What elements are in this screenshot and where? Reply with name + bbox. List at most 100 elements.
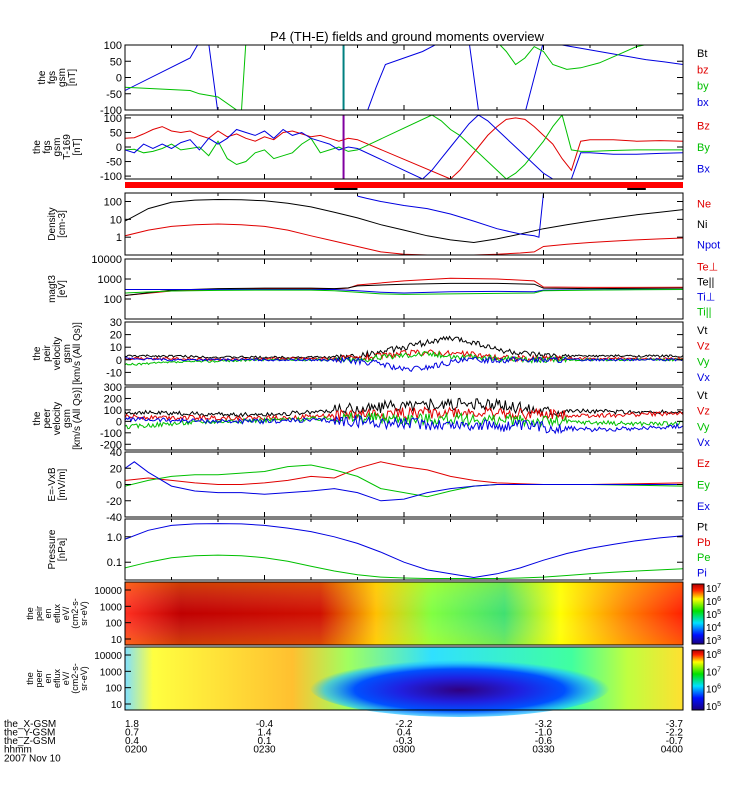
legend-Pb: Pb <box>697 537 710 549</box>
series-Vx <box>125 414 683 435</box>
y-tick-label: -40 <box>106 512 122 524</box>
y-tick-label: 50 <box>110 56 122 68</box>
y-tick-label: 1000 <box>100 602 123 613</box>
series-group <box>125 193 683 255</box>
ephemeris-label: the_Z-GSM <box>4 736 56 747</box>
y-axis-label: [km/s (All Qs)] <box>72 387 83 450</box>
series-group <box>125 335 683 372</box>
series-bx <box>125 45 683 110</box>
y-axis-label: sr-eV) <box>79 666 89 691</box>
y-tick-label: 0 <box>116 416 122 428</box>
colorbar <box>691 649 705 711</box>
spectrogram-2: 10000 1000 100 10 the peer en eflux eV/(cm2-s-sr… <box>25 646 721 717</box>
y-tick-label: -20 <box>106 496 122 508</box>
y-axis-label: [nT] <box>72 138 83 155</box>
panel-7: 40 20 0 -20 -40 E=-VxB [mV/m] Ez Ey Ex <box>47 447 710 524</box>
y-tick-label: 10000 <box>91 254 122 266</box>
date-label: 2007 Nov 10 <box>4 754 61 765</box>
y-tick-label: 300 <box>104 382 122 394</box>
spectrogram-frame <box>124 581 684 646</box>
colorbar-tick-label: 107 <box>706 583 721 595</box>
ephemeris-value: 1.4 <box>258 728 272 739</box>
panel-8: 1.0 0.1 Pressure [nPa] Pt Pb Pe Pi <box>47 518 710 581</box>
series-group <box>125 397 683 435</box>
legend-Pt: Pt <box>697 522 707 534</box>
ephemeris-value: 1.8 <box>125 719 139 730</box>
y-tick-label: 10 <box>111 700 123 711</box>
y-axis-label: the <box>25 672 35 685</box>
ephemeris-value: -0.6 <box>535 736 553 747</box>
y-axis-label: sr-eV) <box>79 601 89 626</box>
y-tick-label: 100 <box>104 197 122 209</box>
legend-Ex: Ex <box>697 501 710 513</box>
spectrogram-core <box>309 657 610 717</box>
legend-Te||: Te|| <box>697 277 714 289</box>
series-group <box>125 45 683 110</box>
y-tick-label: 10000 <box>94 651 122 662</box>
ephemeris-label: the_Y-GSM <box>4 728 55 739</box>
legend-Pe: Pe <box>697 552 710 564</box>
panel-frame <box>124 44 684 111</box>
y-tick-label: 30 <box>110 317 122 329</box>
x-tick-label: 0330 <box>532 745 555 756</box>
status-bar-fill <box>125 182 683 188</box>
legend-Ey: Ey <box>697 480 710 492</box>
y-axis-label: [nT] <box>67 69 78 86</box>
panel-2: 100 50 0 -50 -100 the fgs gsm T-169 [nT] Bz By Bx <box>32 113 710 183</box>
y-tick-label: 50 <box>110 127 122 139</box>
y-tick-label: 10 <box>111 635 123 646</box>
y-axis-label: (cm2-s- <box>70 598 80 629</box>
y-tick-label: -50 <box>106 89 122 101</box>
legend-Vt: Vt <box>697 325 707 337</box>
legend-Vz: Vz <box>697 341 710 353</box>
y-axis-label: peir <box>34 606 44 621</box>
y-axis-label: Density <box>47 207 58 240</box>
x-tick-label: 0300 <box>393 745 416 756</box>
colorbar-tick-label: 104 <box>706 622 721 634</box>
series-by <box>125 45 647 110</box>
panel-frame <box>124 518 684 581</box>
x-axis-label: hhmm <box>4 745 32 756</box>
y-axis-label: (cm2-s- <box>70 663 80 694</box>
y-tick-label: -100 <box>100 171 122 183</box>
legend-Vx: Vx <box>697 437 710 449</box>
x-tick-label: 0400 <box>661 745 684 756</box>
series-Npot <box>357 193 544 238</box>
y-axis-label: peer <box>42 408 53 429</box>
y-tick-label: -10 <box>106 367 122 379</box>
series-Vx <box>125 356 683 372</box>
series-Ez <box>125 461 683 485</box>
series-Vy <box>125 350 683 366</box>
legend-Vz: Vz <box>697 406 710 418</box>
series-Vt <box>125 335 683 361</box>
colorbar-tick-label: 103 <box>706 635 721 647</box>
legend-Vy: Vy <box>697 356 710 368</box>
series-group <box>125 461 683 502</box>
y-tick-label: 1 <box>116 232 122 244</box>
colorbar-tick-label: 108 <box>706 649 721 661</box>
legend-Npot: Npot <box>697 240 720 252</box>
y-tick-label: 1.0 <box>107 532 122 544</box>
spectrogram-1: 10000 1000 100 10 the peir en eflux eV/(cm2-s-sr… <box>25 581 721 647</box>
series-Ti|| <box>125 289 683 295</box>
y-axis-label: eV/ <box>61 606 71 620</box>
legend-Bx: Bx <box>697 163 710 175</box>
y-axis-label: peer <box>34 669 44 687</box>
panel-1: 100 50 0 -50 -100 the fgs gsm [nT] Bt bz by bx <box>37 40 709 117</box>
y-tick-label: 100 <box>105 619 122 630</box>
y-axis-label: [nPa] <box>57 538 68 562</box>
y-axis-label: the <box>32 346 43 360</box>
series-Pi <box>125 523 683 579</box>
y-tick-label: 10 <box>110 342 122 354</box>
legend-Vx: Vx <box>697 372 710 384</box>
ephemeris-value: -3.7 <box>666 719 684 730</box>
y-axis-label: Pressure <box>47 529 58 569</box>
colorbar-tick-label: 106 <box>706 596 721 608</box>
y-axis-label: fgs <box>42 140 53 153</box>
ephemeris-label: the_X-GSM <box>4 719 56 730</box>
y-tick-label: 100 <box>104 113 122 125</box>
y-axis-label: eflux <box>52 603 62 623</box>
y-tick-label: 1000 <box>98 274 122 286</box>
y-axis-label: velocity <box>52 402 63 435</box>
colorbar-tick-label: 105 <box>706 701 721 713</box>
